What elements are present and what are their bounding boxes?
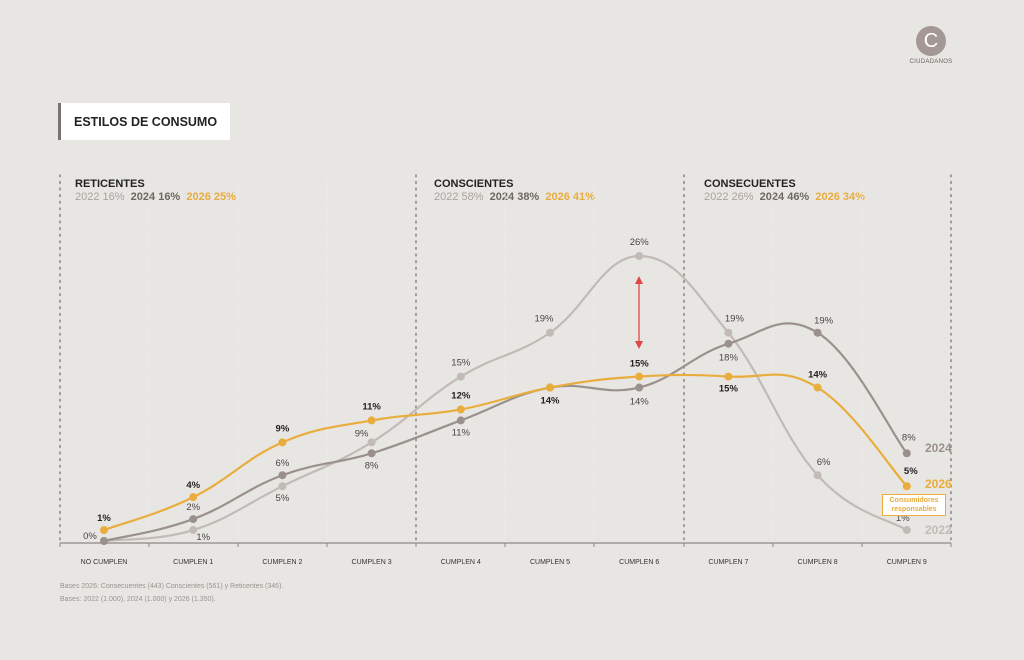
series-2022: 0% 1%5%9%15%19%26%19%6%1%2022: [83, 237, 952, 545]
x-tick-label: CUMPLEN 8: [798, 559, 838, 566]
data-point: [902, 526, 911, 535]
data-label: 15%: [719, 384, 739, 395]
ciudadanos-logo: C: [916, 26, 946, 56]
x-tick-label: CUMPLEN 3: [352, 559, 392, 566]
data-point: [813, 328, 822, 337]
title-box: ESTILOS DE CONSUMO: [58, 103, 230, 140]
group-name: RETICENTES: [75, 178, 145, 190]
data-point: [278, 438, 287, 447]
arrow-head-up: [635, 276, 643, 284]
footnote: Bases 2026: Consecuentes (443) Conscient…: [60, 583, 284, 590]
group-2022: 2022 58%: [434, 191, 484, 203]
data-point: [278, 471, 287, 480]
footnote: Bases: 2022 (1.000), 2024 (1.000) y 2026…: [60, 596, 216, 603]
data-point: [724, 339, 733, 348]
data-point: [100, 526, 108, 535]
series-legend-2024: 2024: [925, 441, 952, 455]
x-tick-label: CUMPLEN 7: [708, 559, 748, 566]
data-label: 0%: [83, 531, 97, 542]
group-2026: 2026 34%: [815, 191, 865, 203]
data-point: [456, 372, 465, 381]
data-point: [902, 449, 911, 458]
data-label: 5%: [276, 493, 290, 504]
data-label: 19%: [725, 314, 745, 325]
x-tick-label: CUMPLEN 1: [173, 559, 213, 566]
group-2024: 2024 38%: [489, 191, 540, 203]
data-point: [813, 471, 822, 480]
data-point: [635, 383, 644, 392]
x-tick-label: NO CUMPLEN: [81, 559, 128, 566]
data-point: [635, 372, 644, 381]
x-tick-label: CUMPLEN 5: [530, 559, 570, 566]
group-2026: 2026 25%: [186, 191, 236, 203]
x-tick-label: CUMPLEN 6: [619, 559, 659, 566]
data-point: [456, 416, 465, 425]
series-2026: 1% 4% 9% 11% 12% 14% 15% 15% 14% 5% 2026: [97, 359, 952, 535]
data-label: 8%: [902, 432, 916, 443]
group-2022: 2022 16%: [75, 191, 125, 203]
group-2024: 2024 46%: [759, 191, 810, 203]
data-label: 8%: [365, 460, 379, 471]
data-point: [189, 515, 198, 524]
data-label: 9%: [355, 428, 369, 439]
data-label: 6%: [817, 457, 831, 468]
data-label: 26%: [630, 237, 650, 248]
page-title: ESTILOS DE CONSUMO: [74, 115, 218, 129]
group-name: CONSCIENTES: [434, 178, 514, 190]
data-point: [546, 328, 554, 337]
data-point: [724, 328, 733, 337]
data-point: [189, 493, 198, 502]
x-tick-label: CUMPLEN 4: [441, 559, 481, 566]
data-label: 19%: [814, 316, 834, 327]
data-label: 11%: [452, 427, 471, 438]
data-point: [546, 383, 554, 392]
data-point: [367, 416, 376, 425]
series-line-2026: [103, 373, 908, 532]
data-label: 1%: [196, 532, 210, 543]
data-point: [456, 405, 465, 414]
series-legend-2022: 2022: [925, 523, 952, 537]
group-reticentes: RETICENTES 2022 16% 2024 16% 2026 25%: [75, 178, 236, 203]
group-conscientes: CONSCIENTES 2022 58% 2024 38% 2026 41%: [434, 178, 595, 203]
logo-name: CIUDADANOS: [909, 59, 953, 65]
data-label: 11%: [362, 401, 381, 412]
data-label: 19%: [534, 314, 554, 325]
data-label: 9%: [276, 423, 290, 434]
data-point: [635, 252, 644, 260]
data-point: [813, 383, 822, 392]
group-2026: 2026 41%: [545, 191, 595, 203]
series-legend-2026: 2026: [925, 477, 952, 491]
data-label: 14%: [630, 397, 650, 408]
data-label: 15%: [451, 358, 471, 369]
data-point: [367, 449, 376, 458]
data-label: 2%: [186, 502, 200, 513]
data-label: 14%: [540, 396, 560, 407]
data-point: [367, 438, 376, 447]
group-2022: 2022 26%: [704, 191, 754, 203]
x-tick-label: CUMPLEN 9: [887, 559, 927, 566]
data-label: 1%: [97, 513, 111, 524]
data-point: [278, 482, 287, 491]
data-point: [724, 372, 733, 381]
series-2024: 2% 6% 8% 11% 14% 18% 19% 8% 2024: [100, 316, 952, 545]
data-label: 6%: [276, 458, 290, 469]
data-label: 14%: [808, 370, 828, 381]
group-2024: 2024 16%: [130, 191, 181, 203]
data-label: 1%: [896, 513, 910, 524]
data-point: [902, 482, 911, 491]
data-point: [189, 526, 198, 535]
data-label: 12%: [451, 390, 471, 401]
x-tick-label: CUMPLEN 2: [262, 559, 302, 566]
arrow-head-down: [635, 341, 643, 349]
footnotes: Bases 2026: Consecuentes (443) Conscient…: [60, 580, 283, 606]
data-label: 15%: [630, 359, 650, 370]
data-point: [100, 537, 108, 545]
consumidores-responsables-annotation: Consumidores responsables: [882, 494, 946, 516]
data-label: 5%: [904, 466, 918, 477]
series-line-2022: [103, 254, 908, 543]
data-label: 18%: [719, 353, 739, 364]
data-label: 4%: [186, 480, 200, 491]
